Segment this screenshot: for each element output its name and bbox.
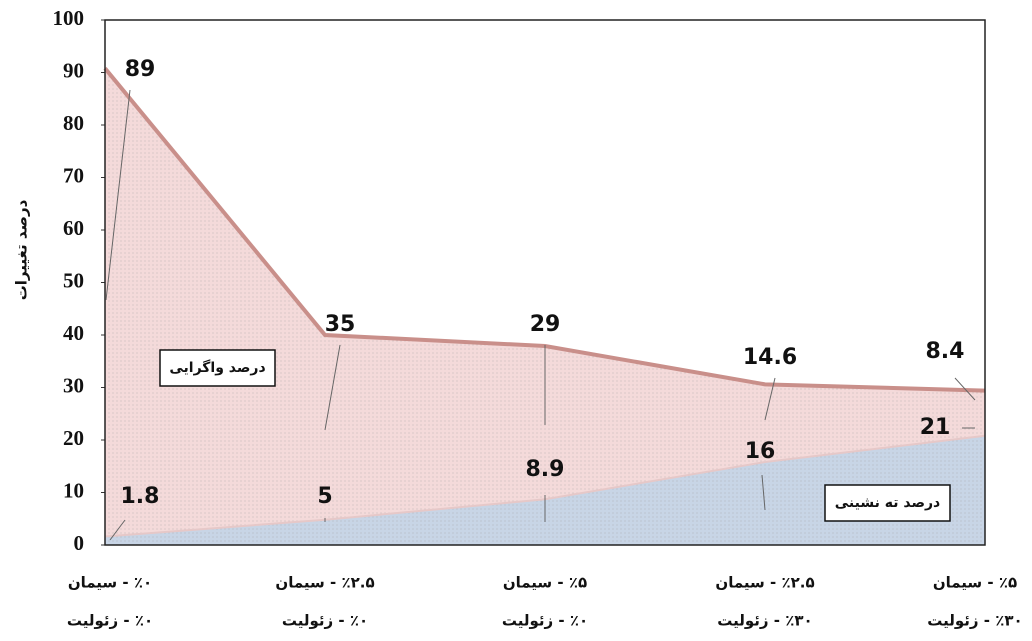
x-tick-label: ٪۳۰ - زئولیت — [717, 612, 812, 630]
data-label: 8.4 — [926, 339, 965, 364]
x-tick-label: ٪۰ - سیمان — [68, 574, 152, 592]
data-label: 8.9 — [526, 457, 565, 482]
y-tick-label: 30 — [63, 373, 84, 397]
data-label: 29 — [530, 312, 561, 337]
leader-line — [761, 474, 766, 511]
data-label: 16 — [745, 439, 776, 464]
leader-line — [105, 89, 131, 301]
y-tick-label: 70 — [63, 163, 84, 187]
leader-line — [764, 377, 776, 421]
data-label: 5 — [317, 484, 332, 509]
x-tick-label: ٪۰ - زئولیت — [67, 612, 153, 630]
y-tick-label: 0 — [74, 531, 85, 555]
data-label: 35 — [325, 312, 356, 337]
annotation-box — [159, 349, 276, 387]
plot-frame — [104, 19, 986, 546]
leader-line — [954, 377, 976, 401]
y-tick-label: 60 — [63, 216, 84, 240]
y-tick-label: 90 — [63, 58, 84, 82]
x-tick-label: ٪۲.۵ - سیمان — [715, 574, 814, 592]
y-tick-label: 20 — [63, 426, 84, 450]
y-axis-label: درصد تغییرات — [13, 199, 31, 300]
y-tick-label: 10 — [63, 478, 84, 502]
x-tick-label: ٪۲.۵ - سیمان — [275, 574, 374, 592]
x-tick-label: ٪۵ - سیمان — [503, 574, 587, 592]
leader-line — [109, 519, 126, 541]
data-label: 21 — [920, 415, 951, 440]
data-label: 89 — [125, 57, 156, 82]
y-tick-label: 40 — [63, 321, 84, 345]
y-tick-label: 100 — [53, 6, 85, 30]
data-label: 14.6 — [743, 345, 797, 370]
x-tick-label: ٪۳۰ - زئولیت — [927, 612, 1022, 630]
x-tick-label: ٪۰ - زئولیت — [282, 612, 368, 630]
y-tick-label: 50 — [63, 268, 84, 292]
data-label: 1.8 — [121, 484, 160, 509]
legend-label: درصد ته نشینی — [835, 495, 940, 511]
x-tick-label: ٪۵ - سیمان — [933, 574, 1017, 592]
legend-label: درصد واگرایی — [169, 359, 265, 376]
leader-line — [324, 344, 341, 431]
annotation-box — [824, 484, 951, 522]
y-tick-label: 80 — [63, 111, 84, 135]
x-tick-label: ٪۰ - زئولیت — [502, 612, 588, 630]
